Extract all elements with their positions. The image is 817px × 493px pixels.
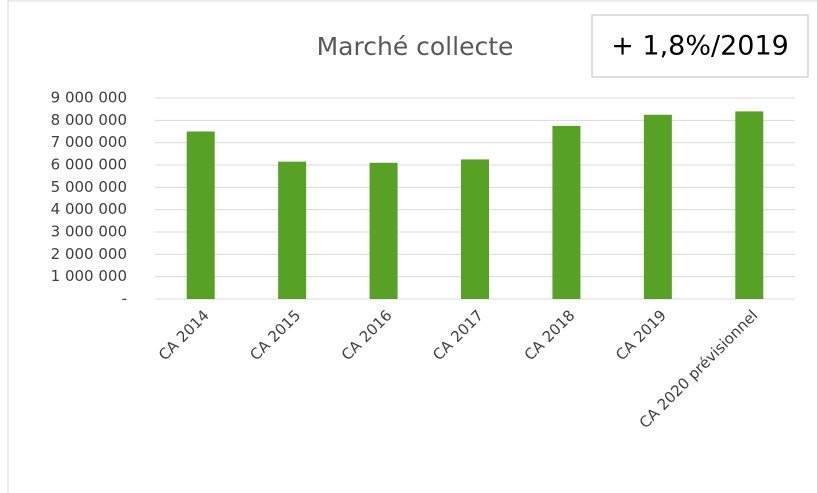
bar	[735, 111, 764, 300]
bar	[369, 162, 398, 299]
bar	[186, 131, 215, 299]
y-tick-label: -	[122, 290, 127, 308]
x-tick-label: CA 2019	[612, 306, 670, 364]
x-tick-label: CA 2014	[155, 306, 213, 364]
x-tick-label: CA 2018	[521, 306, 579, 364]
y-tick-label: 5 000 000	[51, 178, 127, 196]
bar	[278, 161, 307, 299]
y-tick-label: 9 000 000	[51, 89, 127, 107]
chart-title: Marché collecte	[317, 32, 514, 61]
bar	[461, 159, 489, 299]
y-tick-label: 3 000 000	[51, 223, 127, 241]
y-tick-label: 1 000 000	[51, 267, 127, 285]
y-tick-label: 6 000 000	[51, 156, 127, 174]
bar	[552, 125, 581, 300]
bar	[643, 114, 672, 299]
y-tick-label: 8 000 000	[51, 111, 127, 129]
y-tick-label: 7 000 000	[51, 133, 127, 151]
annotation: + 1,8%/2019	[611, 31, 789, 62]
y-tick-label: 4 000 000	[51, 200, 127, 218]
x-tick-label: CA 2017	[429, 306, 487, 364]
x-tick-label: CA 2015	[246, 306, 304, 364]
y-tick-label: 2 000 000	[51, 245, 127, 263]
x-tick-label: CA 2016	[338, 306, 396, 364]
annotation-box	[591, 14, 809, 78]
